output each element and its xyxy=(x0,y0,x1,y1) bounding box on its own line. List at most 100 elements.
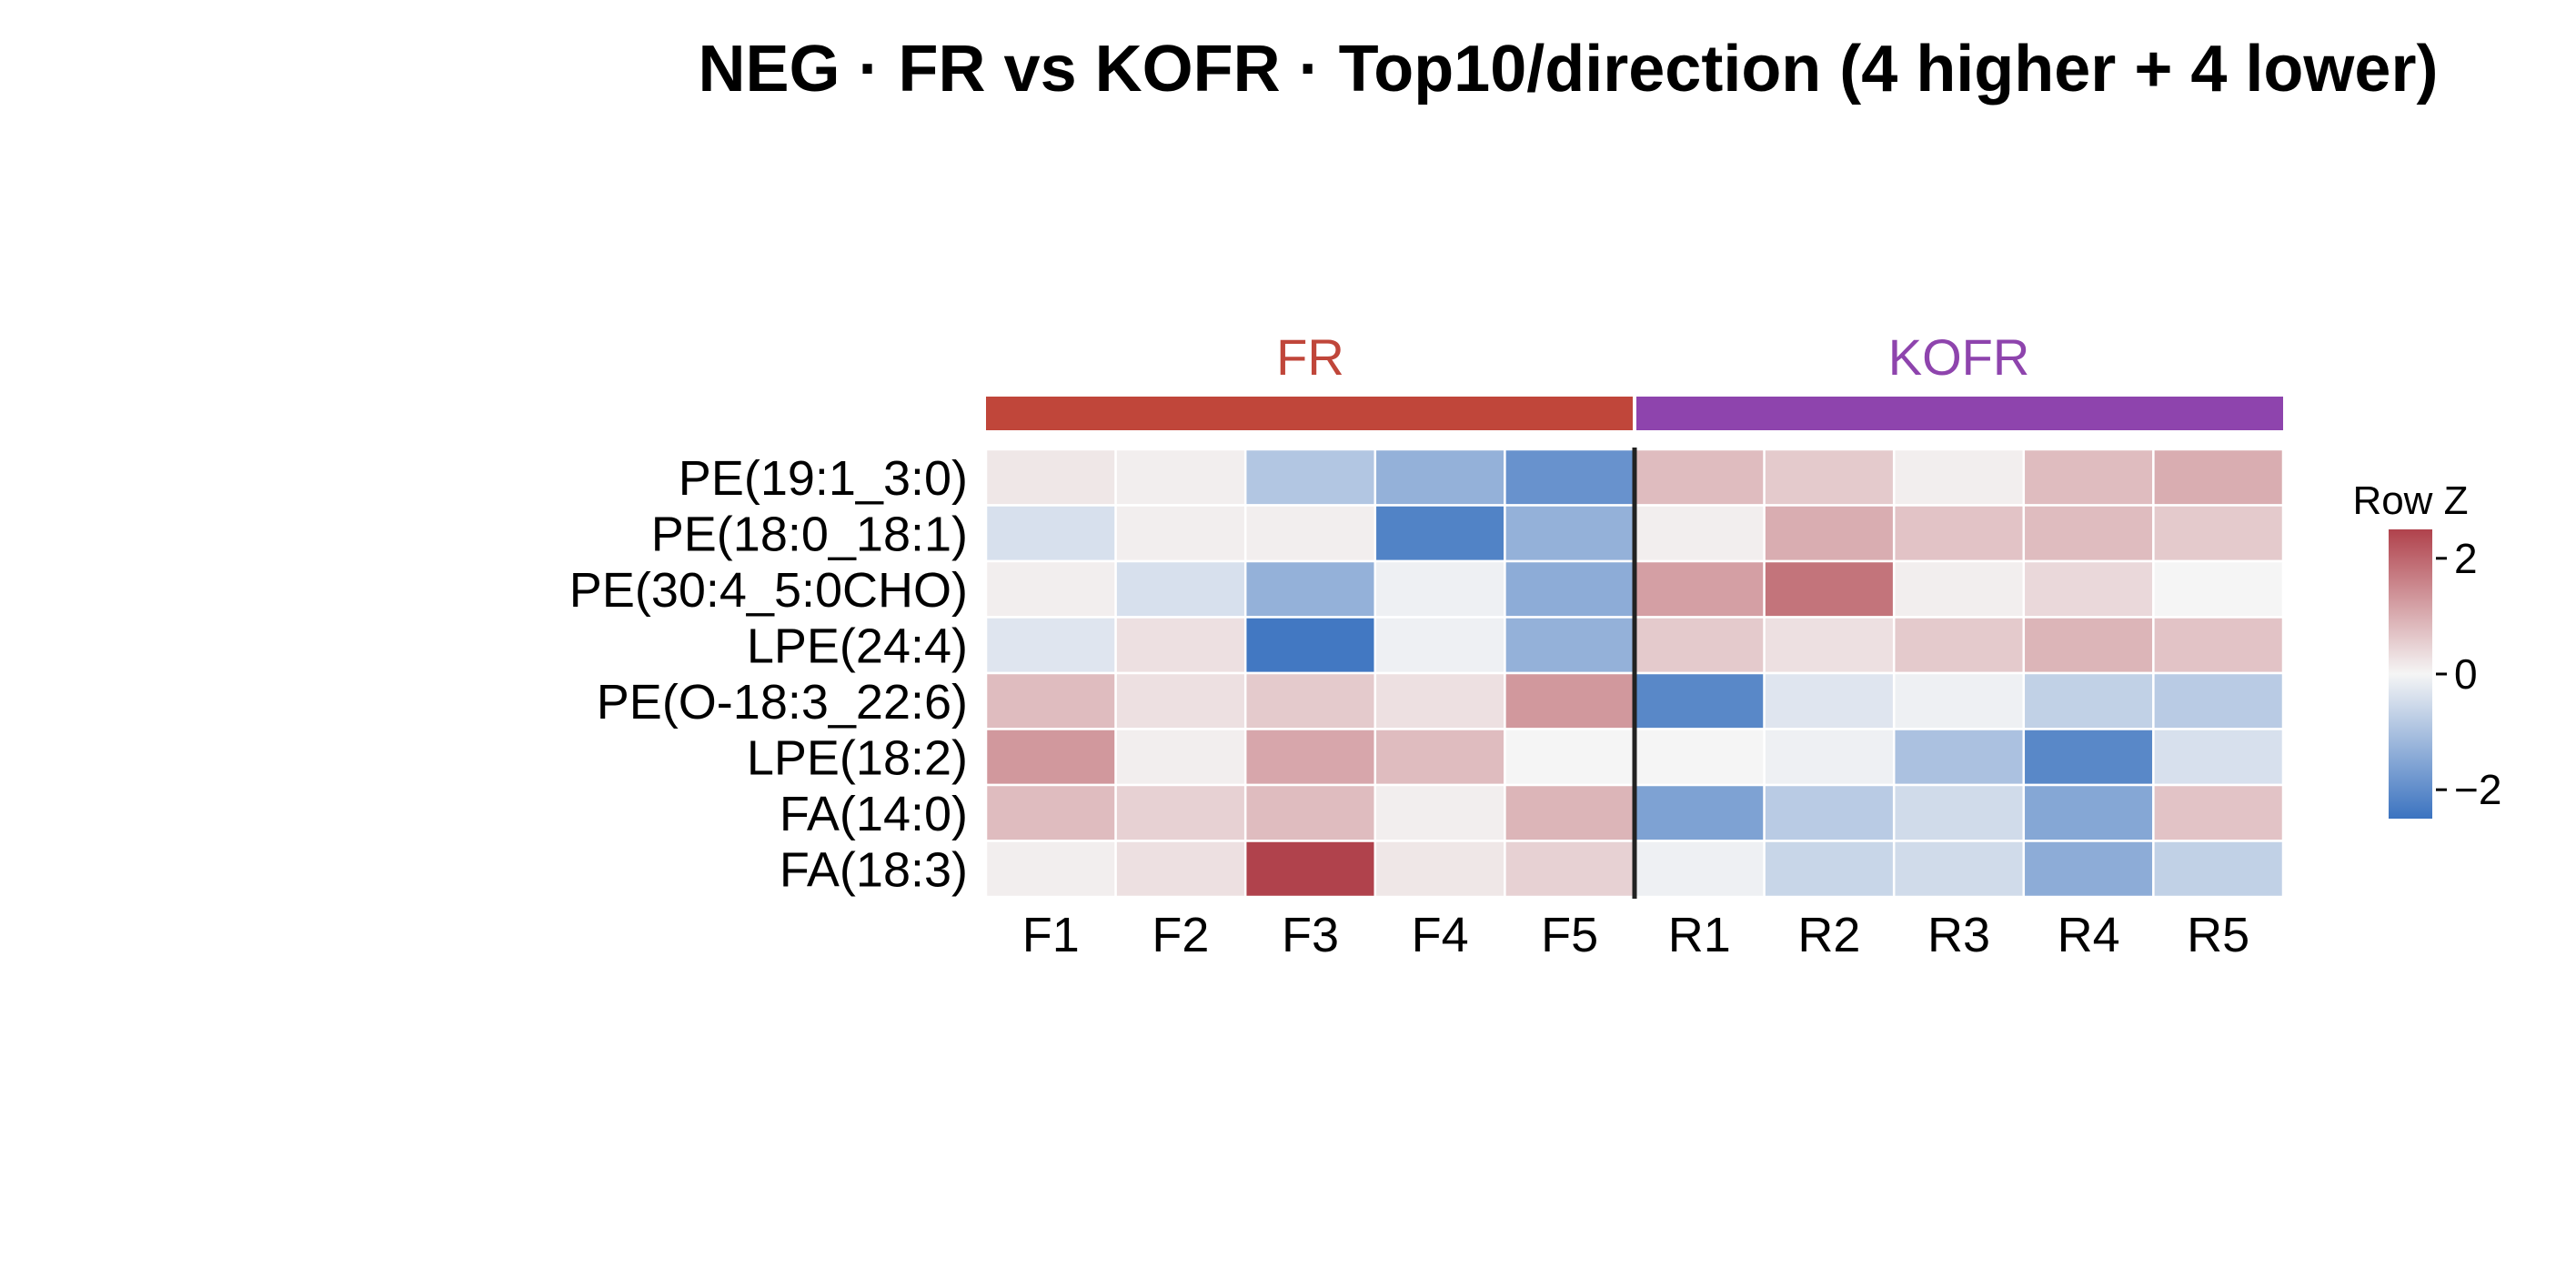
heatmap-cell xyxy=(1243,671,1377,730)
heatmap-cell xyxy=(1114,448,1247,507)
heatmap-cell xyxy=(1892,728,2026,787)
column-label: R1 xyxy=(1668,908,1731,962)
heatmap-cell xyxy=(2152,840,2285,899)
heatmap-cell xyxy=(2022,559,2155,619)
heatmap-cell xyxy=(2022,448,2155,507)
heatmap-cell xyxy=(984,616,1117,675)
heatmap-cell xyxy=(2152,728,2285,787)
heatmap-cells xyxy=(984,448,2285,899)
heatmap-cell xyxy=(1892,448,2026,507)
row-label: PE(30:4_5:0CHO) xyxy=(569,563,968,618)
color-legend: Row Z 2 0 −2 xyxy=(2352,478,2501,819)
heatmap-cell xyxy=(1374,783,1506,842)
row-label: PE(18:0_18:1) xyxy=(651,507,968,561)
heatmap-cell xyxy=(1114,559,1247,619)
heatmap-cell xyxy=(2022,783,2155,842)
heatmap-cell xyxy=(1892,671,2026,730)
heatmap-cell xyxy=(2022,840,2155,899)
heatmap-cell xyxy=(1504,448,1636,507)
heatmap-cell xyxy=(1243,783,1377,842)
row-label: PE(O-18:3_22:6) xyxy=(597,675,968,730)
heatmap-cell xyxy=(2152,616,2285,675)
heatmap-cell xyxy=(1763,559,1896,619)
heatmap-cell xyxy=(1892,840,2026,899)
heatmap-cell xyxy=(1763,504,1896,563)
heatmap-cell xyxy=(1633,840,1766,899)
heatmap-cell xyxy=(984,840,1117,899)
group-bar xyxy=(986,397,1633,430)
heatmap-cell xyxy=(1504,728,1636,787)
column-label: F3 xyxy=(1282,908,1339,962)
legend-tick-label: 0 xyxy=(2454,650,2478,698)
heatmap-cell xyxy=(1892,783,2026,842)
heatmap-cell xyxy=(2152,783,2285,842)
column-label: F5 xyxy=(1541,908,1598,962)
row-label: FA(14:0) xyxy=(780,787,968,841)
heatmap-cell xyxy=(1504,840,1636,899)
heatmap-cell xyxy=(1114,504,1247,563)
heatmap-cell xyxy=(2022,616,2155,675)
row-label: PE(19:1_3:0) xyxy=(679,451,968,506)
heatmap-cell xyxy=(1633,559,1766,619)
heatmap-cell xyxy=(1504,671,1636,730)
legend-colorbar xyxy=(2389,529,2432,819)
heatmap-cell xyxy=(1633,448,1766,507)
heatmap-cell xyxy=(2152,448,2285,507)
column-label: R3 xyxy=(1927,908,1990,962)
row-labels: PE(19:1_3:0)PE(18:0_18:1)PE(30:4_5:0CHO)… xyxy=(569,451,968,898)
column-label: F4 xyxy=(1412,908,1469,962)
heatmap-cell xyxy=(1374,840,1506,899)
heatmap-cell xyxy=(1114,840,1247,899)
heatmap-cell xyxy=(1763,728,1896,787)
heatmap-cell xyxy=(1892,504,2026,563)
row-label: FA(18:3) xyxy=(780,842,968,897)
legend-tick-label: −2 xyxy=(2454,766,2501,813)
column-label: R4 xyxy=(2058,908,2120,962)
heatmap-cell xyxy=(1374,504,1506,563)
heatmap-cell xyxy=(984,671,1117,730)
heatmap-cell xyxy=(1504,616,1636,675)
heatmap-cell xyxy=(1633,783,1766,842)
heatmap-cell xyxy=(1114,671,1247,730)
heatmap-cell xyxy=(1633,671,1766,730)
heatmap-cell xyxy=(1374,616,1506,675)
heatmap-cell xyxy=(1504,783,1636,842)
heatmap-cell xyxy=(1763,671,1896,730)
heatmap-cell xyxy=(1763,448,1896,507)
heatmap-cell xyxy=(1243,840,1377,899)
heatmap-cell xyxy=(1633,728,1766,787)
heatmap-cell xyxy=(2152,504,2285,563)
heatmap-cell xyxy=(1892,559,2026,619)
heatmap-cell xyxy=(1633,504,1766,563)
chart-title: NEG · FR vs KOFR · Top10/direction (4 hi… xyxy=(699,33,2439,106)
heatmap-cell xyxy=(1243,448,1377,507)
group-label: KOFR xyxy=(1888,328,2030,386)
heatmap-cell xyxy=(1763,783,1896,842)
heatmap-cell xyxy=(1243,728,1377,787)
column-labels: F1 F2 F3 F4 F5 R1 R2 R3 R4 R5 xyxy=(1022,908,2249,962)
heatmap-cell xyxy=(1243,559,1377,619)
heatmap-cell xyxy=(984,504,1117,563)
column-label: R2 xyxy=(1797,908,1860,962)
heatmap-cell xyxy=(1243,504,1377,563)
heatmap-cell xyxy=(1374,559,1506,619)
legend-tick-label: 2 xyxy=(2454,535,2478,582)
column-label: F2 xyxy=(1152,908,1209,962)
heatmap-cell xyxy=(1374,728,1506,787)
heatmap-cell xyxy=(2152,671,2285,730)
row-label: LPE(18:2) xyxy=(747,730,968,785)
heatmap-cell xyxy=(1374,671,1506,730)
group-label: FR xyxy=(1276,328,1344,386)
heatmap-cell xyxy=(1504,559,1636,619)
heatmap-cell xyxy=(1763,616,1896,675)
heatmap-cell xyxy=(1114,728,1247,787)
heatmap-cell xyxy=(984,783,1117,842)
heatmap-cell xyxy=(1374,448,1506,507)
column-label: F1 xyxy=(1022,908,1080,962)
column-label: R5 xyxy=(2187,908,2249,962)
heatmap-cell xyxy=(1892,616,2026,675)
group-bar xyxy=(1636,397,2283,430)
heatmap-cell xyxy=(1763,840,1896,899)
heatmap-cell xyxy=(984,559,1117,619)
